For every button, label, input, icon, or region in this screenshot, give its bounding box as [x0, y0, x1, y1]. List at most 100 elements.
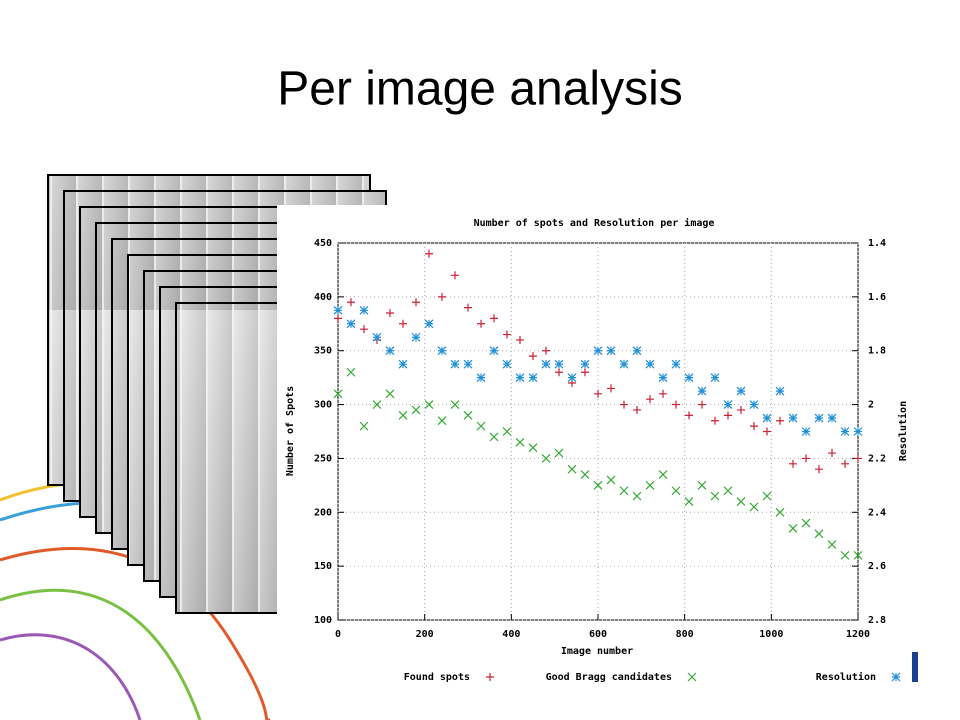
scatter-point [528, 373, 538, 383]
scatter-point [464, 303, 472, 312]
y2-tick-label: 1.8 [868, 346, 886, 357]
scatter-point [737, 405, 745, 414]
scatter-point [606, 475, 616, 485]
scatter-point [593, 346, 603, 356]
scatter-point [554, 448, 564, 458]
x-tick-label: 0 [335, 629, 341, 640]
scatter-point [801, 427, 811, 436]
y2-tick-label: 1.4 [868, 238, 886, 249]
scatter-point [723, 400, 733, 409]
y-tick-label: 450 [314, 238, 332, 249]
scatter-point [749, 502, 759, 512]
scatter-point [580, 359, 590, 369]
scatter-point [775, 386, 785, 396]
scatter-point [788, 413, 798, 423]
scatter-point [828, 449, 836, 458]
scatter-point [503, 330, 511, 339]
scatter-point [412, 298, 420, 307]
scatter-point [827, 413, 837, 423]
scatter-point [841, 459, 849, 468]
scatter-point [762, 491, 772, 501]
x-tick-label: 800 [676, 629, 694, 640]
scatter-point [385, 346, 395, 356]
scatter-point [554, 359, 564, 369]
scatter-point [516, 335, 524, 344]
legend-label: Found spots [404, 672, 470, 683]
x-axis-label: Image number [561, 646, 633, 657]
scatter-point [685, 411, 693, 420]
y2-tick-label: 1.6 [868, 292, 886, 303]
scatter-point [697, 386, 707, 396]
scatter-point [802, 454, 810, 463]
scatter-point [594, 389, 602, 398]
scatter-point [529, 352, 537, 361]
scatter-point [398, 359, 408, 369]
legend-marker [891, 672, 901, 682]
legend-marker [486, 673, 494, 681]
scatter-point [399, 319, 407, 328]
scatter-point [710, 373, 720, 383]
scatter-point [502, 427, 512, 436]
scatter-point [359, 421, 369, 431]
scatter-point [684, 497, 694, 506]
scatter-point [489, 346, 499, 356]
scatter-point [853, 427, 863, 436]
y-tick-label: 400 [314, 292, 332, 303]
scatter-point [724, 411, 732, 420]
scatter-point [347, 298, 355, 307]
scatter-point [619, 486, 629, 496]
scatter-point [646, 395, 654, 404]
scatter-point [476, 373, 486, 383]
scatter-point [607, 384, 615, 393]
x-tick-label: 1000 [759, 629, 783, 640]
y-tick-label: 150 [314, 561, 332, 572]
scatter-point [411, 332, 421, 342]
y2-tick-label: 2 [868, 400, 874, 411]
scatter-point [359, 305, 369, 315]
scatter-point [710, 491, 720, 501]
scatter-point [633, 405, 641, 414]
scatter-point [515, 437, 525, 447]
scatter-point [424, 400, 434, 409]
scatter-point [658, 470, 668, 480]
scatter-point [450, 400, 460, 409]
y-tick-label: 350 [314, 346, 332, 357]
scatter-point [346, 319, 356, 329]
scatter-point [386, 309, 394, 318]
scatter-point [645, 480, 655, 490]
scatter-point [450, 359, 460, 369]
scatter-point [620, 400, 628, 409]
scatter-point [581, 368, 589, 377]
scatter-point [801, 518, 811, 528]
scatter-point [840, 427, 850, 436]
scatter-point [425, 249, 433, 258]
scatter-point [762, 413, 772, 423]
scatter-point [632, 346, 642, 356]
legend-label: Resolution [816, 671, 876, 683]
x-tick-label: 200 [416, 629, 434, 640]
chart-title: Number of spots and Resolution per image [474, 217, 715, 229]
scatter-point [854, 454, 862, 463]
scatter-point [697, 480, 707, 490]
scatter-point [827, 540, 837, 550]
scatter-point [424, 319, 434, 329]
scatter-point [567, 373, 577, 383]
scatter-point [333, 389, 343, 399]
slide-title: Per image analysis [277, 63, 683, 116]
scatter-point [671, 359, 681, 369]
scatter-point [542, 346, 550, 355]
scatter-point [437, 416, 447, 426]
scatter-point [684, 373, 694, 383]
scatter-point [372, 332, 382, 342]
scatter-point [698, 400, 706, 409]
scatter-point [580, 470, 590, 480]
scatter-point [645, 359, 655, 369]
scatter-point [437, 346, 447, 356]
y-tick-label: 100 [314, 615, 332, 626]
scatter-point [515, 373, 525, 383]
scatter-point [411, 405, 421, 415]
scatter-point [671, 486, 681, 496]
scatter-point [567, 464, 577, 474]
scatter-point [789, 459, 797, 468]
y2-tick-label: 2.2 [868, 453, 886, 464]
